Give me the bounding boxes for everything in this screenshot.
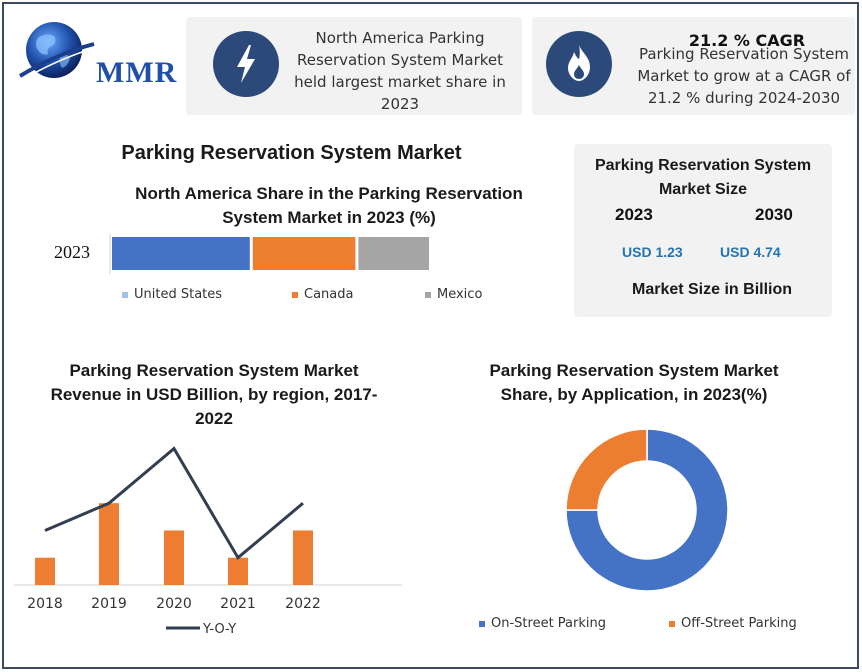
legend-item-canada: Canada — [292, 287, 353, 302]
revenue-chart-title: Parking Reservation System Market Revenu… — [50, 361, 378, 428]
market-size-value-2030: USD 4.74 — [720, 244, 781, 260]
revenue-x-tick-label: 2020 — [156, 596, 192, 612]
legend-swatch — [122, 291, 128, 298]
market-size-year-2023: 2023 — [615, 205, 653, 224]
legend-label: Mexico — [437, 287, 483, 302]
revenue-bar-2020 — [164, 530, 184, 585]
legend-swatch — [479, 620, 485, 627]
revenue-x-tick-label: 2022 — [285, 596, 321, 612]
legend-swatch — [669, 620, 675, 627]
revenue-x-tick-label: 2018 — [27, 596, 63, 612]
legend-item-mexico: Mexico — [425, 287, 482, 302]
share-bar-united-states — [112, 237, 250, 270]
share-bar-mexico — [358, 237, 429, 270]
logo-text: MMR — [96, 56, 178, 89]
market-size-year-2030: 2030 — [755, 205, 793, 224]
market-size-unit: Market Size in Billion — [631, 281, 793, 298]
legend-item-united-states: United States — [122, 287, 222, 302]
revenue-bar-2021 — [228, 557, 248, 585]
legend-item-off-street: Off-Street Parking — [669, 616, 797, 631]
legend-label: United States — [134, 287, 223, 302]
cagr-text: Parking Reservation System Market to gro… — [637, 45, 851, 107]
main-title: Parking Reservation System Market — [121, 142, 462, 164]
cagr-headline: 21.2 % CAGR — [688, 31, 806, 50]
revenue-bar-2022 — [293, 530, 313, 585]
lightning-bolt-icon — [213, 31, 279, 97]
revenue-bar-2019 — [99, 503, 119, 585]
legend-label: Canada — [304, 287, 354, 302]
legend-label: On-Street Parking — [491, 616, 606, 631]
legend-swatch — [292, 291, 298, 298]
flame-icon — [546, 31, 612, 97]
regional-share-card: North America Parking Reservation System… — [186, 17, 522, 115]
share-bar-canada — [252, 237, 356, 270]
slice-off-street-parking — [565, 428, 648, 511]
legend-item-on-street: On-Street Parking — [479, 616, 606, 631]
revenue-x-tick-label: 2019 — [91, 596, 127, 612]
legend-swatch — [425, 291, 431, 298]
slice-on-street-parking — [565, 428, 729, 592]
market-size-box: Parking Reservation System Market Size 2… — [574, 144, 832, 317]
mmr-logo: MMR — [16, 14, 176, 94]
market-size-value-2023: USD 1.23 — [622, 244, 683, 260]
yoy-legend-label: Y-O-Y — [202, 622, 236, 637]
revenue-bar-2018 — [35, 557, 55, 585]
share-category-label: 2023 — [54, 242, 90, 262]
market-size-title: Parking Reservation System Market Size — [594, 157, 812, 198]
regional-share-text: North America Parking Reservation System… — [294, 29, 506, 113]
legend-label: Off-Street Parking — [681, 616, 797, 631]
revenue-x-tick-label: 2021 — [220, 596, 256, 612]
revenue-bar-line-chart: 2018 2019 2020 2021 2022 Y-O-Y — [14, 446, 402, 637]
share-chart-title: North America Share in the Parking Reser… — [135, 184, 523, 227]
share-stacked-bar-chart — [109, 234, 429, 274]
globe-icon — [18, 22, 95, 81]
yoy-line — [44, 446, 304, 560]
cagr-card: Parking Reservation System Market to gro… — [532, 17, 855, 115]
application-chart-title: Parking Reservation System Market Share,… — [489, 361, 779, 404]
application-donut-chart — [565, 428, 729, 592]
